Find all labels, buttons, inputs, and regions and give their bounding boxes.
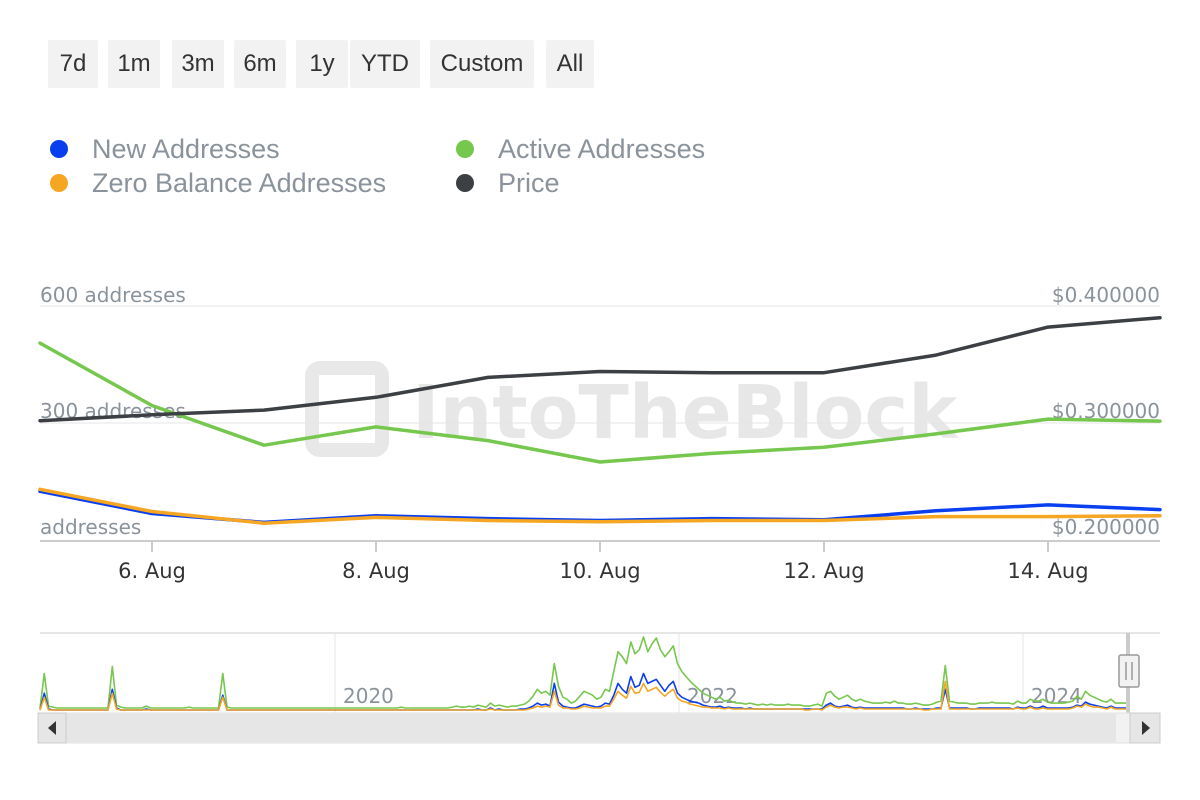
navigator: 2020 2022 2024: [37, 632, 1161, 744]
legend-label-new-addresses: New Addresses: [92, 133, 280, 164]
right-tick-label: $0.400000: [1052, 283, 1160, 307]
x-tick-label: 10. Aug: [559, 559, 640, 583]
range-ytd-button[interactable]: YTD: [350, 40, 420, 88]
legend-item-active-addresses[interactable]: Active Addresses: [456, 132, 705, 166]
legend-dot-price: [456, 174, 474, 192]
scroll-left-arrow-icon: [48, 721, 56, 735]
scrollbar-thumb[interactable]: [66, 714, 1116, 742]
legend-item-zero-balance-addresses[interactable]: Zero Balance Addresses: [50, 166, 386, 200]
gridlines: [40, 305, 1160, 424]
range-custom-button[interactable]: Custom: [430, 40, 534, 88]
navigator-line-zero-balance-addresses: [39, 680, 1128, 711]
legend-label-price: Price: [498, 167, 560, 198]
series-line-active-addresses: [38, 341, 1162, 464]
range-3m-button[interactable]: 3m: [172, 40, 224, 88]
range-1y-button[interactable]: 1y: [296, 40, 348, 88]
x-tick-label: 14. Aug: [1007, 559, 1088, 583]
navigator-scrollbar[interactable]: [37, 712, 1161, 744]
navigator-handle[interactable]: [1118, 654, 1140, 688]
chart-legend: New Addresses Active Addresses Zero Bala…: [50, 132, 850, 204]
navigator-series: [39, 636, 1128, 711]
main-chart: IntoTheBlock 600 addresses 300 addresses…: [38, 283, 1162, 583]
series-line-price: [38, 315, 1162, 423]
x-tick-label: 12. Aug: [783, 559, 864, 583]
navigator-handle-box[interactable]: [1118, 654, 1140, 688]
x-tick-label: 6. Aug: [118, 559, 186, 583]
legend-dot-active-addresses: [456, 140, 474, 158]
x-tick-label: 8. Aug: [342, 559, 410, 583]
legend-item-price[interactable]: Price: [456, 166, 560, 200]
scroll-right-arrow-icon: [1142, 721, 1150, 735]
navigator-year-label: 2020: [343, 684, 394, 708]
legend-label-active-addresses: Active Addresses: [498, 133, 706, 164]
legend-dot-new-addresses: [50, 140, 68, 158]
left-tick-label: 600 addresses: [40, 283, 186, 307]
legend-label-zero-balance-addresses: Zero Balance Addresses: [92, 167, 387, 198]
legend-item-new-addresses[interactable]: New Addresses: [50, 132, 280, 166]
navigator-year-label: 2022: [687, 684, 738, 708]
range-6m-button[interactable]: 6m: [234, 40, 286, 88]
navigator-year-label: 2024: [1031, 684, 1082, 708]
navigator-line-active-addresses: [39, 636, 1128, 709]
series-line-zero-balance-addresses: [38, 487, 1162, 525]
x-axis: 6. Aug 8. Aug 10. Aug 12. Aug 14. Aug: [40, 540, 1160, 583]
legend-dot-zero-balance-addresses: [50, 174, 68, 192]
range-all-button[interactable]: All: [546, 40, 594, 88]
series-layer: [38, 315, 1162, 525]
left-tick-label: addresses: [40, 515, 141, 539]
range-7d-button[interactable]: 7d: [48, 40, 98, 88]
watermark-logo-icon: [305, 361, 389, 457]
right-tick-label: $0.200000: [1052, 515, 1160, 539]
range-1m-button[interactable]: 1m: [108, 40, 160, 88]
